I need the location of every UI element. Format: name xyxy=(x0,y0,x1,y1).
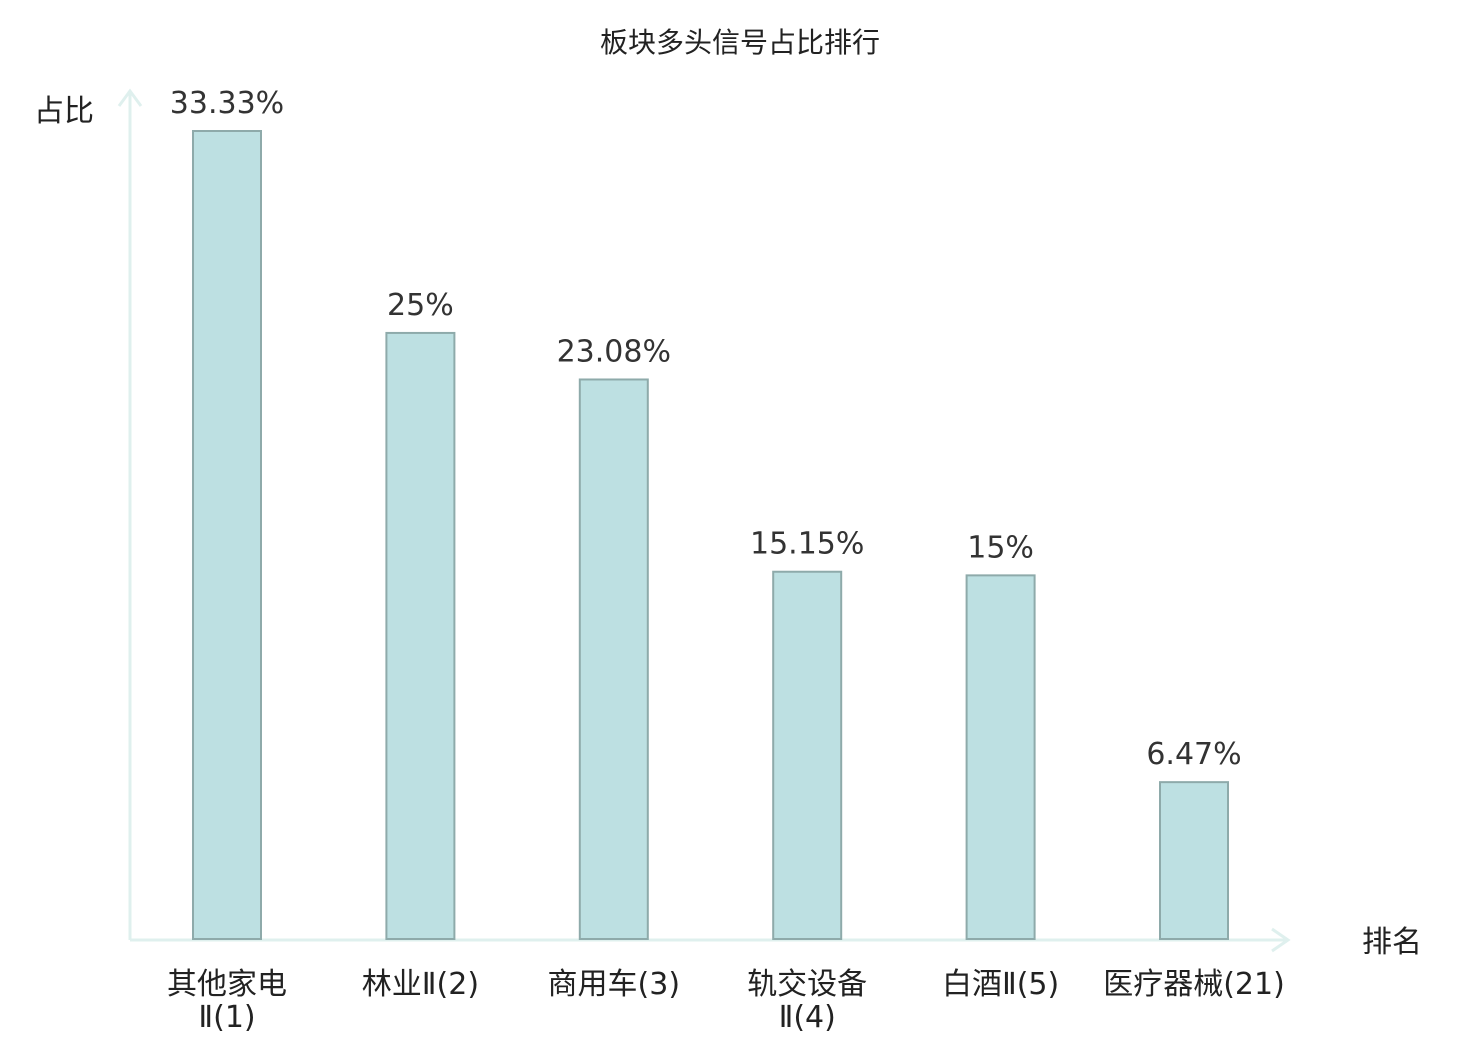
bar xyxy=(772,570,843,941)
y-axis-label: 占比 xyxy=(34,94,94,129)
value-labels: 33.33% 25% 23.08% 15.15% 15% 6.47% xyxy=(170,86,1242,772)
category-label: 轨交设备 xyxy=(747,967,867,1002)
category-label: 其他家电 xyxy=(167,967,287,1002)
value-label: 25% xyxy=(387,288,454,323)
y-axis-arrow xyxy=(117,88,143,107)
value-label: 23.08% xyxy=(557,334,671,369)
category-label: Ⅱ(4) xyxy=(779,1000,836,1035)
x-axis-label: 排名 xyxy=(1362,925,1422,960)
bar xyxy=(192,130,262,940)
bar xyxy=(578,378,649,940)
chart-title: 板块多头信号占比排行 xyxy=(600,26,880,59)
bar xyxy=(1159,781,1229,940)
bar xyxy=(385,331,456,940)
y-axis: 占比 xyxy=(34,88,143,940)
value-label: 33.33% xyxy=(170,86,284,121)
category-label: 商用车(3) xyxy=(548,967,681,1002)
category-label: Ⅱ(1) xyxy=(198,1000,255,1035)
value-label: 15% xyxy=(967,530,1034,565)
bars xyxy=(192,130,1229,941)
value-label: 6.47% xyxy=(1146,737,1241,772)
category-label: 医疗器械(21) xyxy=(1103,967,1285,1002)
value-label: 15.15% xyxy=(750,527,864,562)
x-axis: 排名 xyxy=(130,925,1422,960)
bar xyxy=(965,574,1036,940)
category-label: 白酒Ⅱ(5) xyxy=(942,967,1059,1002)
category-label: 林业Ⅱ(2) xyxy=(362,967,479,1002)
x-axis-arrow xyxy=(1271,927,1291,953)
